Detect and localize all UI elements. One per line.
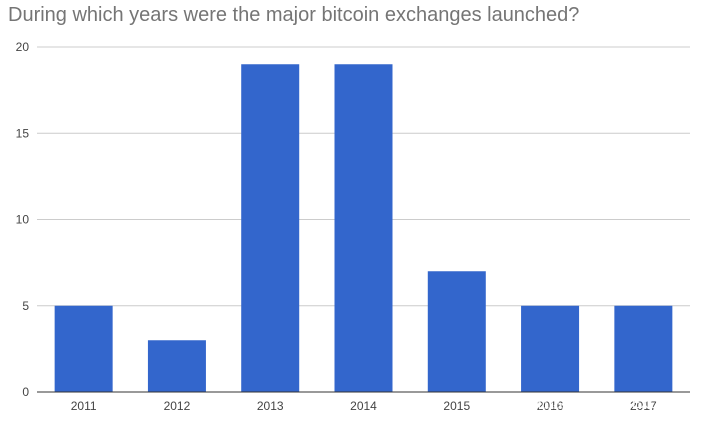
x-tick-label: 2013 [257,399,284,413]
y-tick-label: 0 [22,385,29,399]
x-tick-label: 2012 [164,399,191,413]
x-tick-label: 2014 [350,399,377,413]
bar-2014 [334,64,393,392]
y-axis-ticks: 0 5 10 15 20 [16,40,30,399]
bar-2012 [147,340,206,392]
bars [54,64,673,392]
bar-2015 [427,271,486,392]
chart-title: During which years were the major bitcoi… [8,4,580,26]
x-tick-label: 2011 [71,399,97,413]
watermark-text: 天涯社区@LegolasExchange [508,396,700,412]
y-tick-label: 20 [16,40,30,54]
bar-2011 [54,305,113,392]
bar-2013 [241,64,300,392]
x-tick-label: 2016 [537,399,564,413]
x-tick-label: 2017 [630,399,657,413]
bar-2017 [614,305,673,392]
x-axis-ticks: 2011 2012 2013 2014 2015 2016 2017 [71,399,657,413]
y-tick-label: 5 [22,299,29,313]
y-tick-label: 10 [16,213,30,227]
bar-2016 [521,305,580,392]
y-tick-label: 15 [16,126,30,140]
x-tick-label: 2015 [443,399,470,413]
